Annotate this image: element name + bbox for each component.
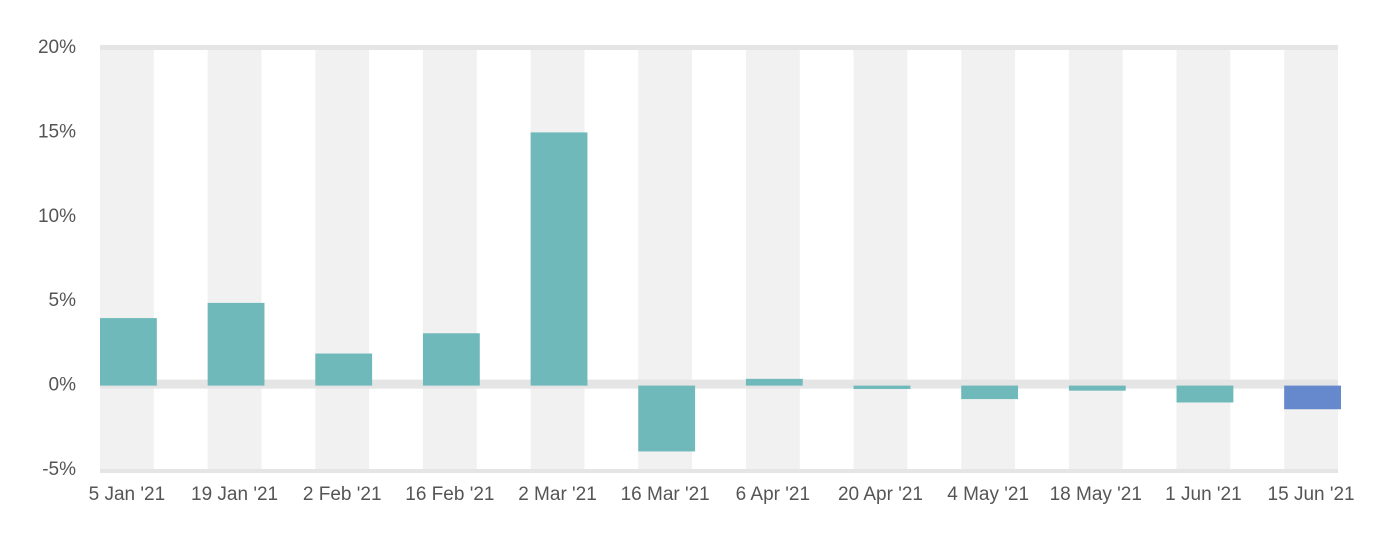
bar <box>422 333 480 386</box>
bar <box>100 318 157 386</box>
y-tick-label: 15% <box>38 121 76 142</box>
band-stripe <box>1176 48 1231 470</box>
bar <box>315 353 373 386</box>
y-tick-label: 20% <box>38 37 76 58</box>
x-tick-label: 5 Jan '21 <box>89 484 166 505</box>
x-tick-label: 6 Apr '21 <box>736 484 810 505</box>
x-tick-label: 16 Mar '21 <box>621 484 710 505</box>
bar <box>853 385 911 389</box>
band-stripe <box>961 48 1016 470</box>
bar <box>1068 385 1126 391</box>
y-tick-label: -5% <box>42 459 76 480</box>
x-tick-label: 19 Jan '21 <box>191 484 278 505</box>
y-tick-label: 5% <box>49 290 77 311</box>
bar <box>638 385 696 452</box>
x-tick-label: 2 Mar '21 <box>518 484 597 505</box>
x-tick-label: 18 May '21 <box>1050 484 1142 505</box>
band-stripe <box>853 48 908 470</box>
band-stripe <box>207 48 262 470</box>
bar <box>1176 385 1234 403</box>
band-stripe <box>745 48 800 470</box>
top-line <box>100 45 1338 50</box>
bar <box>207 302 265 386</box>
x-tick-label: 20 Apr '21 <box>838 484 923 505</box>
band-stripe <box>1068 48 1123 470</box>
band-stripe <box>100 48 154 470</box>
bar <box>1284 385 1341 410</box>
band-stripe <box>422 48 477 470</box>
x-tick-label: 16 Feb '21 <box>405 484 494 505</box>
bar <box>961 385 1019 400</box>
band-stripe <box>315 48 370 470</box>
bar <box>745 378 803 386</box>
x-tick-label: 15 Jun '21 <box>1268 484 1355 505</box>
y-tick-label: 0% <box>49 375 77 396</box>
x-tick-label: 1 Jun '21 <box>1165 484 1242 505</box>
bottom-line <box>100 469 1338 473</box>
zero-line <box>100 379 1338 389</box>
x-tick-label: 2 Feb '21 <box>303 484 382 505</box>
x-tick-label: 4 May '21 <box>947 484 1029 505</box>
y-tick-label: 10% <box>38 206 76 227</box>
bar <box>530 132 588 386</box>
